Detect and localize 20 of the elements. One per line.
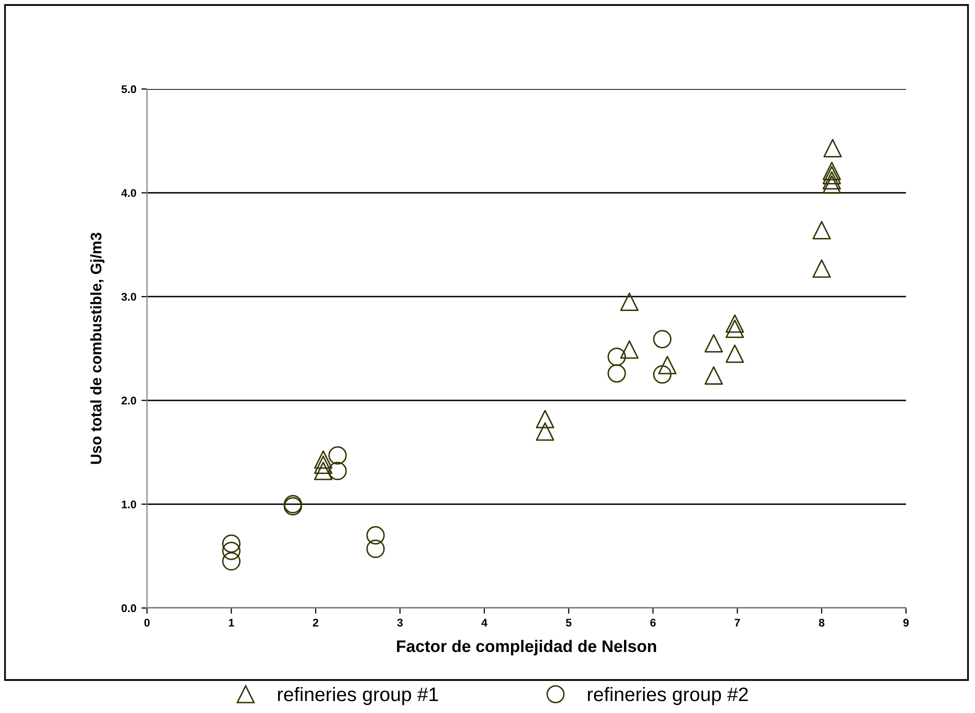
x-tick-label: 6 <box>650 618 656 627</box>
y-tick-label: 0.0 <box>122 604 136 612</box>
x-tick-label: 5 <box>566 618 572 627</box>
x-axis-title: Factor de complejidad de Nelson <box>397 640 656 656</box>
y-tick-label: 3.0 <box>121 292 136 301</box>
x-tick-label: 9 <box>903 618 909 627</box>
y-axis-title: Uso total de combustible, Gj/m3 <box>90 232 104 464</box>
legend-label: refineries group #1 <box>278 686 438 706</box>
x-tick-label: 2 <box>312 618 318 626</box>
legend-label: refineries group #2 <box>588 686 748 706</box>
x-tick-label: 1 <box>228 618 234 626</box>
x-tick-label: 4 <box>481 618 488 626</box>
x-tick-label: 7 <box>734 618 740 626</box>
y-tick-label: 2.0 <box>122 396 136 405</box>
y-tick-label: 4.0 <box>121 189 136 197</box>
x-tick-label: 3 <box>397 618 403 627</box>
y-tick-label: 1.0 <box>122 500 136 508</box>
x-tick-label: 8 <box>818 618 824 627</box>
x-tick-label: 0 <box>144 618 150 627</box>
y-tick-label: 5.0 <box>121 85 136 94</box>
